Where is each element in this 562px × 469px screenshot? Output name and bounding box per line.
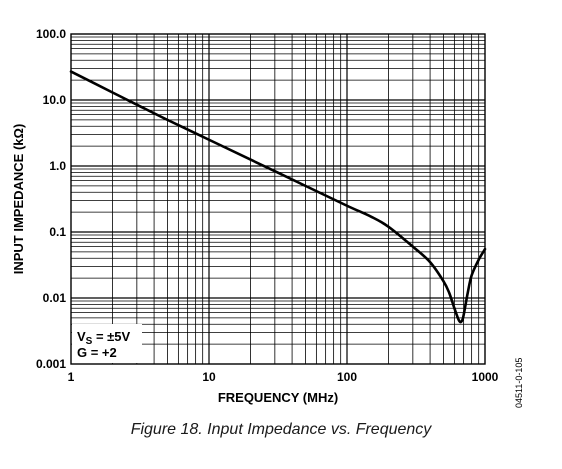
y-tick-label: 1.0 <box>49 159 66 173</box>
plot-frame <box>70 33 486 365</box>
x-tick-label: 1000 <box>472 370 499 384</box>
legend-background <box>72 324 142 363</box>
x-tick-label: 10 <box>202 370 216 384</box>
y-tick-label: 0.01 <box>43 291 67 305</box>
y-tick-label: 100.0 <box>36 27 66 41</box>
impedance-series-line <box>69 70 487 324</box>
grid-lines <box>71 34 485 364</box>
x-tick-labels: 1 10 100 1000 <box>68 370 499 384</box>
figure-id: 04511-0-105 <box>514 357 524 408</box>
impedance-chart: 1 10 100 1000 100.0 10.0 1.0 0.1 0.01 0.001 VS =… <box>11 27 499 405</box>
legend-box: VS = ±5V G = +2 <box>72 324 142 363</box>
y-tick-label: 0.001 <box>36 357 66 371</box>
y-axis-label: INPUT IMPEDANCE (kΩ) <box>11 124 26 275</box>
y-tick-label: 10.0 <box>43 93 67 107</box>
x-tick-label: 100 <box>337 370 357 384</box>
legend-line-supply: VS = ±5V <box>77 329 131 347</box>
y-tick-label: 0.1 <box>49 225 66 239</box>
legend-line-gain: G = +2 <box>77 345 117 360</box>
x-axis-label: FREQUENCY (MHz) <box>218 390 338 405</box>
x-tick-label: 1 <box>68 370 75 384</box>
y-tick-labels: 100.0 10.0 1.0 0.1 0.01 0.001 <box>36 27 66 371</box>
figure-caption: Figure 18. Input Impedance vs. Frequency <box>130 421 432 438</box>
